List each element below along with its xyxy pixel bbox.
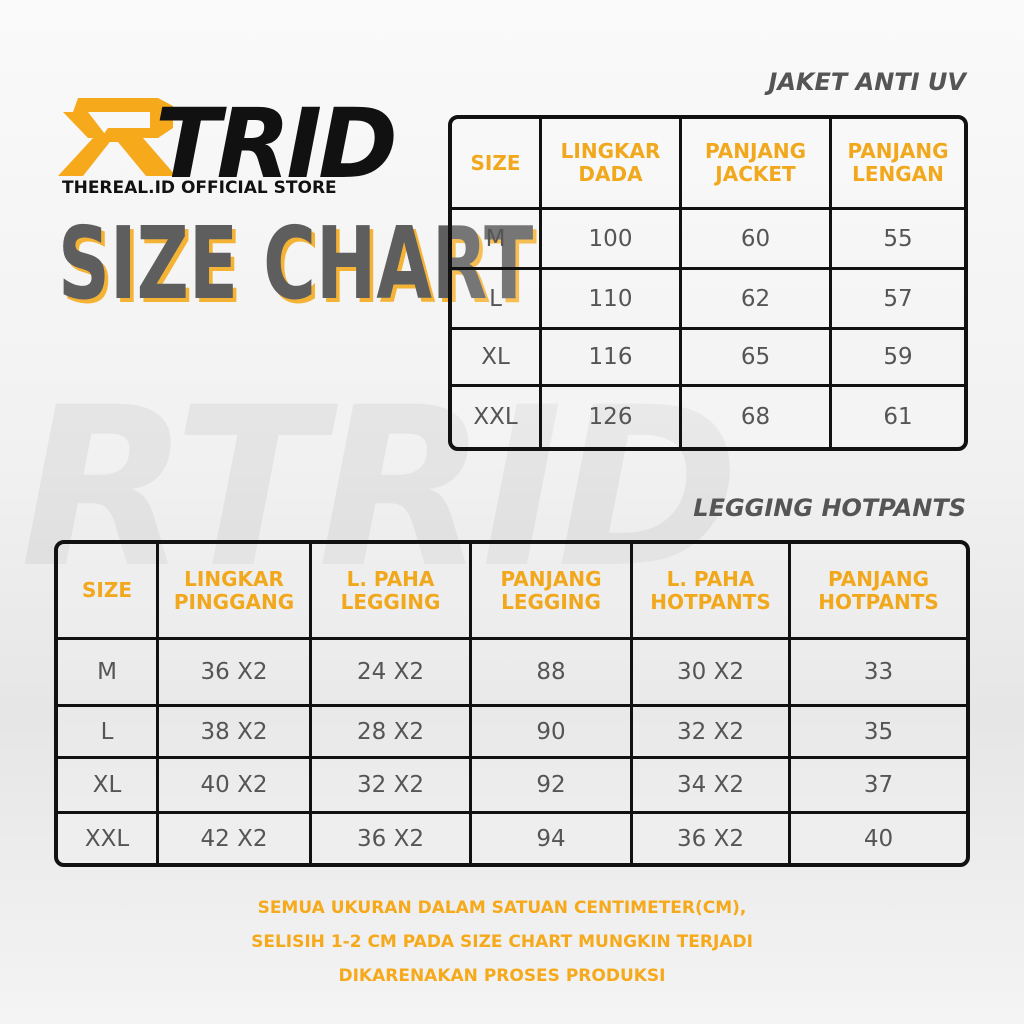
header-text: LENGAN bbox=[852, 162, 944, 186]
header-text: LINGKAR bbox=[560, 139, 661, 163]
header-text: LEGGING bbox=[340, 589, 441, 614]
heading: SIZE CHART bbox=[58, 205, 534, 322]
header-text: SIZE bbox=[81, 578, 132, 602]
header-cell: L. PAHA HOTPANTS bbox=[633, 544, 791, 640]
body-cell: 68 bbox=[682, 387, 832, 447]
header-cell: SIZE bbox=[58, 544, 159, 640]
body-cell: L bbox=[452, 270, 542, 330]
body-cell: 36 X2 bbox=[312, 814, 472, 863]
footer-line: SEMUA UKURAN DALAM SATUAN CENTIMETER(CM)… bbox=[257, 898, 747, 918]
body-cell: 32 X2 bbox=[312, 759, 472, 814]
header-text: LEGGING bbox=[501, 589, 601, 614]
body-cell: 33 bbox=[791, 640, 966, 707]
body-cell: 62 bbox=[682, 270, 832, 330]
header-cell: PANJANG LEGGING bbox=[472, 544, 633, 640]
logo-mark bbox=[58, 98, 176, 176]
size-table: SIZE LINGKAR DADA PANJANG JACKET PANJANG LENGA… bbox=[448, 115, 968, 451]
body-cell: 40 X2 bbox=[159, 759, 312, 814]
header-text: L. PAHA bbox=[666, 566, 755, 591]
body-cell: XXL bbox=[452, 387, 542, 447]
body-cell: 100 bbox=[542, 210, 682, 270]
header-text: PANJANG bbox=[704, 139, 807, 163]
body-cell: 36 X2 bbox=[159, 640, 312, 707]
body-cell: 28 X2 bbox=[312, 707, 472, 759]
body-cell: XXL bbox=[58, 814, 159, 863]
header-text: LINGKAR bbox=[184, 566, 284, 591]
header-text: HOTPANTS bbox=[818, 589, 939, 614]
header-cell: PANJANG LENGAN bbox=[832, 119, 964, 210]
body-cell: XL bbox=[58, 759, 159, 814]
header-text: DADA bbox=[578, 162, 643, 186]
header-cell: PANJANG HOTPANTS bbox=[791, 544, 966, 640]
footer-line: DIKARENAKAN PROSES PRODUKSI bbox=[338, 966, 666, 986]
size-table: SIZE LINGKAR PINGGANG L. PAHA LEGGING PANJANG… bbox=[54, 540, 970, 867]
body-cell: 30 X2 bbox=[633, 640, 791, 707]
body-cell: 35 bbox=[791, 707, 966, 759]
header-text: PANJANG bbox=[500, 566, 602, 591]
header-cell: LINGKAR PINGGANG bbox=[159, 544, 312, 640]
body-cell: 42 X2 bbox=[159, 814, 312, 863]
body-cell: M bbox=[452, 210, 542, 270]
body-cell: 116 bbox=[542, 330, 682, 387]
header-text: PINGGANG bbox=[173, 589, 295, 614]
body-cell: M bbox=[58, 640, 159, 707]
footer-line: SELISIH 1-2 CM PADA SIZE CHART MUNGKIN T… bbox=[251, 932, 753, 952]
table-title: JAKET ANTI UV bbox=[768, 68, 966, 96]
header-text: HOTPANTS bbox=[650, 589, 771, 614]
header-text: L. PAHA bbox=[346, 566, 435, 591]
body-cell: 110 bbox=[542, 270, 682, 330]
body-cell: 88 bbox=[472, 640, 633, 707]
body-cell: 61 bbox=[883, 404, 913, 430]
table-title: LEGGING HOTPANTS bbox=[693, 494, 966, 522]
body-cell: 60 bbox=[682, 210, 832, 270]
header-text: SIZE bbox=[470, 150, 521, 175]
body-cell: 40 bbox=[863, 825, 894, 852]
body-cell: 37 bbox=[791, 759, 966, 814]
body-cell: 90 bbox=[472, 707, 633, 759]
header-cell: SIZE bbox=[452, 119, 542, 210]
body-cell: 126 bbox=[542, 387, 682, 447]
body-cell: 38 X2 bbox=[159, 707, 312, 759]
body-cell: 65 bbox=[682, 330, 832, 387]
body-cell: 24 X2 bbox=[312, 640, 472, 707]
header-cell: PANJANG JACKET bbox=[682, 119, 832, 210]
body-cell: XL bbox=[452, 330, 542, 387]
logo-text: TRID bbox=[155, 88, 398, 200]
body-cell: L bbox=[58, 707, 159, 759]
tagline: THEREAL.ID OFFICIAL STORE bbox=[62, 178, 337, 198]
header-cell: LINGKAR DADA bbox=[542, 119, 682, 210]
body-cell: 92 bbox=[472, 759, 633, 814]
body-cell: 32 X2 bbox=[633, 707, 791, 759]
header-cell: L. PAHA LEGGING bbox=[312, 544, 472, 640]
body-cell: 36 X2 bbox=[633, 814, 791, 863]
body-cell: 34 X2 bbox=[633, 759, 791, 814]
body-cell: 59 bbox=[832, 330, 964, 387]
header-text: PANJANG bbox=[827, 566, 930, 591]
body-cell: 57 bbox=[832, 270, 964, 330]
body-cell: 94 bbox=[472, 814, 633, 863]
watermark: RTRID bbox=[20, 360, 739, 616]
header-text: PANJANG bbox=[847, 139, 949, 163]
body-cell: 55 bbox=[832, 210, 964, 270]
header-text: JACKET bbox=[715, 162, 796, 186]
